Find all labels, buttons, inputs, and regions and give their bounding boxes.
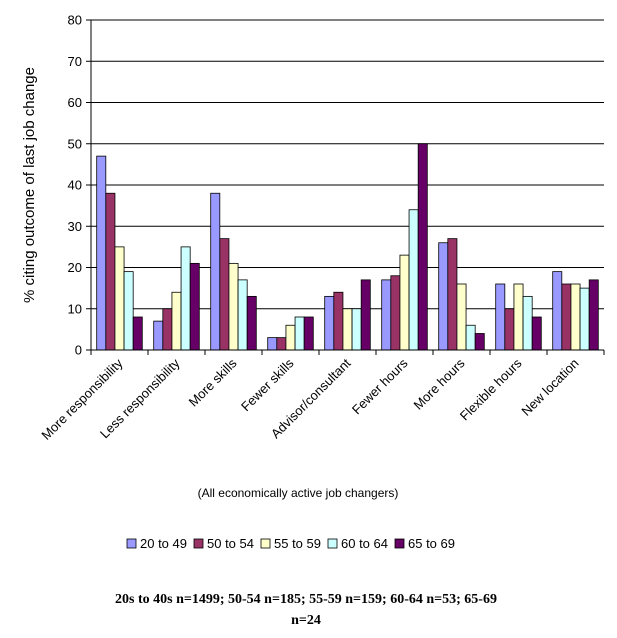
bar [465, 324, 476, 351]
bar [123, 271, 134, 351]
y-tick-label: 60 [68, 95, 82, 110]
bar [132, 316, 143, 351]
bar [303, 316, 314, 351]
bar [381, 279, 392, 351]
legend-swatch [126, 538, 137, 549]
y-tick-label: 0 [75, 343, 82, 358]
bar [96, 155, 107, 351]
y-tick-label: 20 [68, 260, 82, 275]
bar [171, 291, 182, 351]
x-category-label: New location [518, 356, 581, 419]
bars [96, 143, 599, 351]
bar [351, 308, 362, 351]
bar [417, 143, 428, 351]
bar [531, 316, 542, 351]
legend-label: 50 to 54 [207, 536, 254, 551]
bar [114, 246, 125, 351]
legend-label: 55 to 59 [274, 536, 321, 551]
bar [189, 262, 200, 351]
footnote-line-2: n=24 [291, 613, 321, 628]
legend-swatch [327, 538, 338, 549]
footnote-line-1: 20s to 40s n=1499; 50-54 n=185; 55-59 n=… [115, 592, 497, 607]
bar [180, 246, 191, 351]
legend-label: 20 to 49 [140, 536, 187, 551]
bar [360, 279, 371, 351]
legend-label: 60 to 64 [341, 536, 388, 551]
bar [237, 279, 248, 351]
bar [162, 308, 173, 351]
bar [324, 295, 335, 351]
bar [399, 254, 410, 351]
legend: 20 to 49 50 to 54 55 to 59 60 to 64 65 to 69 [126, 536, 455, 551]
bar [294, 316, 305, 351]
bar [105, 192, 116, 351]
x-category-label: More hours [411, 355, 468, 412]
bar [219, 238, 230, 351]
bar [210, 192, 221, 351]
bar [561, 283, 572, 351]
y-tick-label: 50 [68, 136, 82, 151]
bar [246, 295, 257, 351]
bar [153, 320, 164, 351]
bar [285, 324, 296, 351]
x-category-label: Fewer skills [238, 355, 297, 414]
bar [495, 283, 506, 351]
y-tick-label: 80 [68, 13, 82, 28]
x-category-label: More skills [186, 355, 240, 409]
x-category-label: Flexible hours [457, 355, 525, 423]
y-tick-label: 30 [68, 219, 82, 234]
legend-swatch [394, 538, 405, 549]
bar [447, 238, 458, 351]
bar [408, 209, 419, 351]
bar [552, 271, 563, 351]
bar [390, 275, 401, 351]
legend-label: 65 to 69 [408, 536, 455, 551]
bar [267, 337, 278, 351]
bar [456, 283, 467, 351]
y-tick-label: 10 [68, 301, 82, 316]
bar [588, 279, 599, 351]
bar [333, 291, 344, 351]
bar [522, 295, 533, 351]
y-tick-label: 70 [68, 54, 82, 69]
bar [504, 308, 515, 351]
y-tick-labels: 0 10 20 30 40 50 60 70 80 [68, 13, 82, 358]
bar [342, 308, 353, 351]
y-axis-title: % citing outcome of last job change [21, 67, 38, 303]
bar [579, 287, 590, 351]
bar [438, 242, 449, 351]
axes [86, 19, 605, 355]
bar [513, 283, 524, 351]
bar [474, 333, 485, 351]
bar [276, 337, 287, 351]
legend-swatch [193, 538, 204, 549]
gridlines [91, 19, 604, 310]
bar [570, 283, 581, 351]
x-category-label: Fewer hours [349, 355, 411, 417]
bar [228, 262, 239, 351]
y-tick-label: 40 [68, 178, 82, 193]
x-axis-subtitle: (All economically active job changers) [198, 486, 399, 500]
legend-swatch [260, 538, 271, 549]
